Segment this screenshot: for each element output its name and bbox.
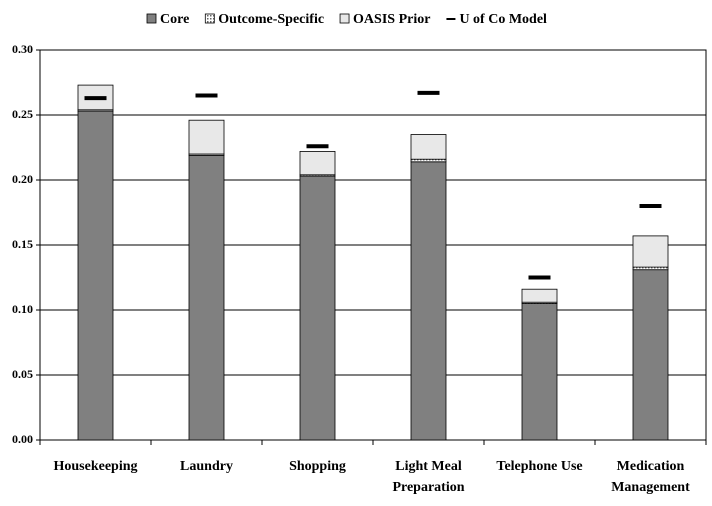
- bar-segment: [299, 175, 336, 441]
- bar-segment: [632, 269, 669, 441]
- bar-segment: [77, 110, 114, 441]
- x-tick-label: Medication Management: [611, 459, 690, 495]
- y-tick-label: 0.05: [12, 367, 33, 381]
- y-tick-label: 0.30: [12, 42, 33, 56]
- y-tick-label: 0.15: [12, 237, 33, 251]
- legend-swatch: [339, 13, 350, 24]
- legend-swatch: [204, 13, 215, 24]
- x-tick-label: Telephone Use: [496, 459, 583, 474]
- y-tick-label: 0.20: [12, 172, 33, 186]
- y-tick-label: 0.25: [12, 107, 33, 121]
- y-tick-label: 0.00: [12, 432, 33, 446]
- legend-swatch: [146, 13, 157, 24]
- x-tick-label: Light Meal Preparation: [392, 459, 465, 495]
- legend-label: OASIS Prior: [353, 12, 430, 27]
- x-tick-label: Housekeeping: [53, 459, 138, 474]
- y-tick-label: 0.10: [12, 302, 33, 316]
- bar-segment: [188, 119, 225, 155]
- legend-label: Core: [160, 12, 189, 27]
- x-tick-label: Laundry: [180, 459, 233, 474]
- legend-label: U of Co Model: [459, 12, 547, 27]
- bar-segment: [632, 235, 669, 268]
- bar-segment: [410, 134, 447, 160]
- x-tick-label: Shopping: [289, 459, 346, 474]
- bar-segment: [410, 161, 447, 441]
- legend-label: Outcome-Specific: [218, 12, 324, 27]
- bar-segment: [299, 150, 336, 176]
- bar-segment: [521, 303, 558, 441]
- bar-segment: [188, 154, 225, 441]
- bar-segment: [521, 288, 558, 303]
